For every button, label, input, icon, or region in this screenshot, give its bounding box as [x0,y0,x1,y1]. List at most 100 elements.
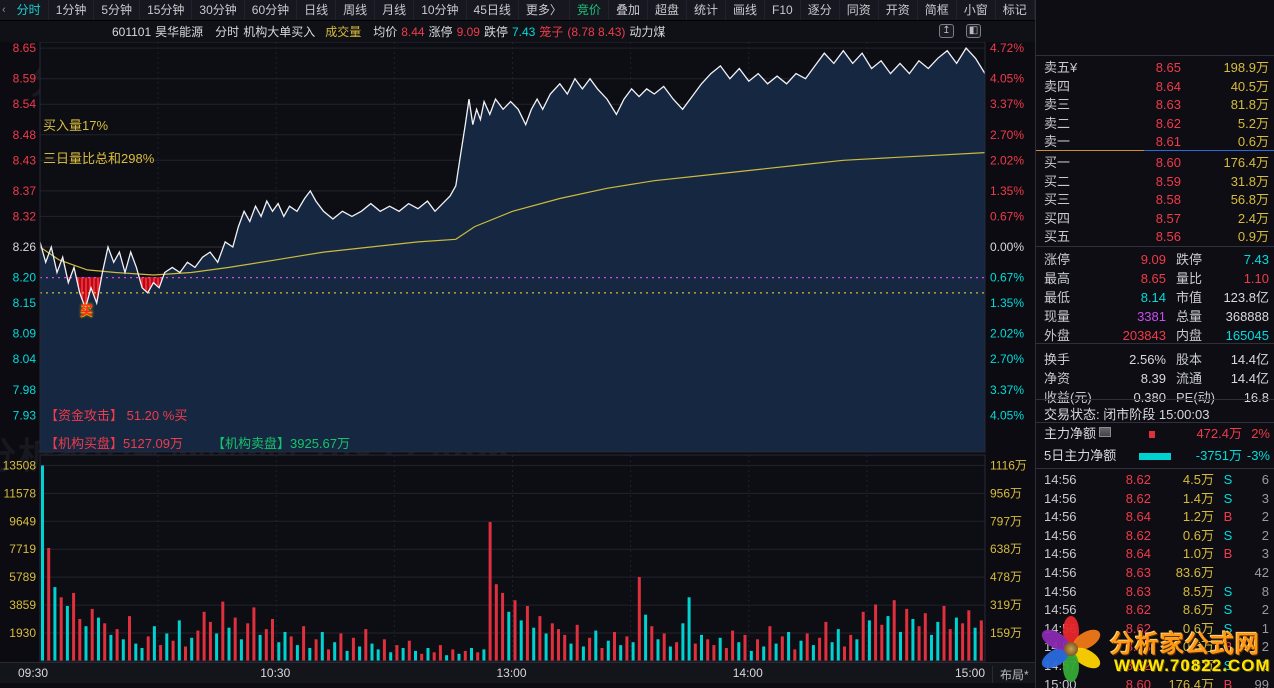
tick-price: 8.64 [1125,546,1151,562]
pct-axis-label: 1.35% [990,184,1024,198]
menu-item-45日线[interactable]: 45日线 [467,0,519,20]
price-axis-label: 8.15 [13,296,37,310]
pct-axis-label: 0.67% [990,271,1024,285]
book-volume: 40.5万 [1230,78,1269,94]
book-level-label: 卖三 [1044,97,1071,113]
order-book-row[interactable]: 卖四 8.64 40.5万 [1036,77,1274,96]
menu-item-15分钟[interactable]: 15分钟 [140,0,193,20]
product-label: 动力煤 [629,25,666,39]
tick-direction: S [1223,472,1233,487]
menu-item-5分钟[interactable]: 5分钟 [94,0,141,20]
limit-up-label: 涨停 [428,25,453,39]
book-volume: 31.8万 [1230,173,1269,189]
menu-item-10分钟[interactable]: 10分钟 [414,0,467,20]
tick-direction: S [1223,527,1233,543]
book-level-label: 卖二 [1044,115,1071,131]
menu-item-F10[interactable]: F10 [765,0,801,20]
tick-count: 2 [1261,509,1269,525]
order-book-row[interactable]: 买四 8.57 2.4万 [1036,209,1274,228]
layout-label[interactable]: 布局* [992,666,1029,683]
indicator-label[interactable]: 机构大单买入 [243,25,316,39]
inst-buy-annotation: 【机构买盘】5127.09万 [45,436,183,451]
order-book-row[interactable]: 卖五¥ 8.65 198.9万 [1036,58,1274,77]
order-book-row[interactable]: 买五 8.56 0.9万 [1036,227,1274,246]
stat-value: 7.43 [1243,252,1269,267]
menu-item-1分钟[interactable]: 1分钟 [49,0,95,20]
menu-item-周线[interactable]: 周线 [336,0,376,20]
tick-time: 14:56 [1044,490,1077,506]
split-view-icon[interactable]: ◧ [966,24,981,38]
order-book-row[interactable]: 卖一 8.61 0.6万 [1036,132,1274,151]
pct-axis-label: 1.35% [990,296,1024,310]
stat-label: 净资 [1044,371,1071,386]
menu-item-60分钟[interactable]: 60分钟 [245,0,298,20]
menu-item-画线[interactable]: 画线 [726,0,765,20]
stat-label: 总量 [1176,309,1203,324]
menu-item-小窗[interactable]: 小窗 [957,0,996,20]
order-book-row[interactable]: 卖二 8.62 5.2万 [1036,114,1274,133]
list-icon[interactable] [1099,427,1112,437]
menu-item-超盘[interactable]: 超盘 [648,0,687,20]
order-book-row[interactable]: 卖三 8.63 81.8万 [1036,95,1274,114]
tick-volume: 176.4万 [1168,676,1214,688]
volume-indicator-label[interactable]: 成交量 [325,25,362,39]
book-volume: 176.4万 [1223,155,1269,170]
menu-item-统计[interactable]: 统计 [687,0,726,20]
menu-item-竞价[interactable]: 竞价 [570,0,609,20]
divider [1036,468,1274,469]
order-book-row[interactable]: 买一 8.60 176.4万 [1036,153,1274,172]
tick-count: 3 [1261,490,1269,506]
menu-item-开资[interactable]: 开资 [879,0,918,20]
menu-item-日线[interactable]: 日线 [297,0,337,20]
flow5-pct: -3% [1246,448,1270,463]
price-axis-label: 8.65 [13,42,37,55]
tick-time: 14:56 [1044,527,1077,543]
price-axis-label: 8.43 [13,153,37,167]
stat-value: 3381 [1137,309,1166,324]
flower-center [1064,642,1078,656]
menu-item-标记[interactable]: 标记 [996,0,1035,20]
intraday-chart[interactable]: 分析家公式网www.70822.com 分析家公式网www.70822.com … [0,42,1035,688]
export-icon[interactable]: ↥ [939,24,954,38]
menu-item-30分钟[interactable]: 30分钟 [192,0,245,20]
avg-value: 8.44 [401,24,425,39]
menu-item-叠加[interactable]: 叠加 [609,0,648,20]
stat-value: 8.65 [1140,271,1166,286]
book-level-label: 卖一 [1044,134,1071,150]
menu-item-更多〉[interactable]: 更多〉 [519,0,570,20]
order-book-row[interactable]: 买三 8.58 56.8万 [1036,190,1274,209]
collapse-icon[interactable]: ‹ [2,4,6,16]
book-price: 8.61 [1155,134,1181,150]
book-price: 8.58 [1155,192,1181,208]
book-price: 8.65 [1155,60,1181,75]
menu-item-月线[interactable]: 月线 [375,0,415,20]
pct-axis-label: 2.70% [990,352,1024,366]
stat-value: 368888 [1225,309,1269,324]
menu-item-分时[interactable]: 分时 [10,0,49,20]
flower-logo [1036,614,1106,684]
limit-down-value: 7.43 [511,24,536,39]
stat-value: 9.09 [1140,252,1166,267]
quote-panel: 昊华能源 601101 Rl000 煤炭开采 3.05% 8.60 0.34 4… [1035,0,1274,688]
menu-item-同资[interactable]: 同资 [840,0,879,20]
time-axis-label: 13:00 [496,666,527,680]
book-volume: 198.9万 [1223,60,1269,75]
tick-volume: 8.5万 [1182,583,1214,599]
stat-row: 外盘 203843 内盘 165045 [1036,326,1274,345]
book-price: 8.64 [1155,78,1181,94]
stat-label: 市值 [1176,290,1203,305]
chart-canvas: 8.65 4.72% 8.59 4.05% 8.54 3.37% 8.48 2.70% 8.43… [3,42,1027,662]
menu-item-逐分[interactable]: 逐分 [801,0,840,20]
tick-volume: 0.5万 [1182,639,1214,655]
price-axis-label: 8.32 [13,209,37,223]
price-axis-label: 7.93 [13,408,37,422]
stat-value: 8.14 [1140,290,1166,305]
tick-price: 8.62 [1125,490,1151,506]
tick-direction: B [1223,676,1233,688]
tick-direction: B [1223,509,1233,525]
menu-item-简框[interactable]: 简框 [918,0,957,20]
stat-label: 跌停 [1176,252,1203,267]
tick-row: 14:56 8.63 8.5万 S 8 [1036,583,1274,602]
order-book-row[interactable]: 买二 8.59 31.8万 [1036,172,1274,191]
stat-row: 收益(元) 0.380 PE(动) 16.8 [1036,388,1274,407]
